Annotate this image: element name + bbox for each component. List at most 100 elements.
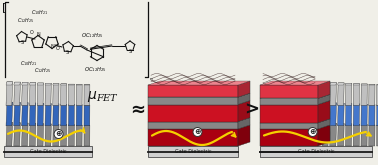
Polygon shape (37, 103, 43, 105)
Polygon shape (338, 103, 344, 126)
Polygon shape (318, 119, 330, 129)
Bar (148, 146, 238, 157)
Polygon shape (322, 102, 329, 105)
Polygon shape (6, 102, 13, 126)
Text: N: N (50, 44, 54, 49)
Polygon shape (148, 118, 250, 122)
Text: >: > (245, 101, 260, 119)
Text: N: N (36, 33, 40, 37)
Polygon shape (322, 123, 329, 126)
Polygon shape (53, 124, 59, 126)
Text: $C_{12}H_{25}$: $C_{12}H_{25}$ (17, 16, 35, 25)
Polygon shape (22, 103, 28, 126)
Polygon shape (60, 125, 67, 146)
Text: Gate Dielectric: Gate Dielectric (30, 149, 66, 154)
Polygon shape (330, 103, 336, 105)
Polygon shape (6, 122, 13, 126)
Polygon shape (361, 125, 367, 126)
Polygon shape (318, 100, 330, 123)
Circle shape (308, 128, 317, 136)
Polygon shape (369, 105, 375, 126)
Polygon shape (148, 93, 250, 97)
Text: ⊕: ⊕ (194, 127, 201, 136)
Text: $C_{10}H_{21}$: $C_{10}H_{21}$ (31, 8, 49, 17)
Text: O: O (30, 31, 34, 35)
Polygon shape (68, 104, 74, 105)
Polygon shape (330, 123, 336, 126)
Text: S: S (66, 50, 69, 55)
Polygon shape (353, 104, 359, 126)
Polygon shape (330, 123, 336, 146)
Text: $\mu_\mathregular{FET}$: $\mu_\mathregular{FET}$ (87, 89, 119, 104)
Polygon shape (318, 125, 330, 146)
Polygon shape (361, 104, 367, 105)
Polygon shape (322, 82, 329, 105)
Polygon shape (6, 82, 13, 85)
Polygon shape (68, 84, 74, 85)
Polygon shape (361, 84, 367, 105)
Polygon shape (29, 103, 36, 126)
Polygon shape (60, 104, 67, 126)
Polygon shape (330, 82, 336, 85)
Polygon shape (45, 124, 51, 126)
Polygon shape (338, 83, 344, 105)
Polygon shape (14, 102, 20, 126)
Polygon shape (318, 94, 330, 104)
Polygon shape (148, 125, 250, 129)
Polygon shape (45, 83, 51, 105)
Polygon shape (68, 125, 74, 126)
Text: S: S (129, 49, 132, 54)
Polygon shape (60, 104, 67, 105)
Polygon shape (37, 83, 43, 105)
Text: Gate Dielectric: Gate Dielectric (175, 149, 211, 154)
Text: [: [ (2, 2, 6, 12)
Polygon shape (353, 84, 359, 105)
Polygon shape (53, 104, 59, 126)
Text: Gate Dielectric: Gate Dielectric (298, 149, 334, 154)
Polygon shape (84, 85, 90, 105)
Polygon shape (322, 82, 329, 85)
Polygon shape (361, 104, 367, 126)
Polygon shape (29, 83, 36, 105)
Polygon shape (318, 81, 330, 98)
Polygon shape (29, 83, 36, 85)
Polygon shape (353, 104, 359, 105)
Polygon shape (376, 105, 378, 126)
Polygon shape (376, 125, 378, 146)
Polygon shape (260, 125, 330, 129)
Polygon shape (148, 100, 250, 104)
Polygon shape (345, 104, 352, 126)
Polygon shape (37, 83, 43, 85)
Polygon shape (376, 125, 378, 126)
Polygon shape (6, 102, 13, 105)
Text: $OC_{12}H_{25}$: $OC_{12}H_{25}$ (84, 66, 107, 74)
Polygon shape (260, 94, 330, 98)
Polygon shape (238, 100, 250, 122)
Polygon shape (14, 82, 20, 85)
Polygon shape (22, 82, 28, 85)
Bar (148, 85, 238, 97)
Polygon shape (68, 84, 74, 105)
Bar (260, 104, 318, 123)
Bar (260, 146, 372, 157)
Polygon shape (45, 104, 51, 126)
Polygon shape (238, 93, 250, 104)
Polygon shape (369, 84, 375, 105)
Circle shape (54, 130, 63, 138)
Polygon shape (60, 84, 67, 105)
Polygon shape (361, 125, 367, 146)
Text: S: S (21, 40, 24, 45)
Bar (260, 123, 318, 129)
Polygon shape (60, 84, 67, 85)
Polygon shape (376, 85, 378, 105)
Polygon shape (45, 124, 51, 146)
Text: ⊕: ⊕ (310, 127, 316, 136)
Polygon shape (361, 84, 367, 85)
Polygon shape (338, 83, 344, 85)
Text: $C_{12}H_{25}$: $C_{12}H_{25}$ (34, 66, 52, 75)
Polygon shape (6, 82, 13, 105)
Polygon shape (53, 83, 59, 105)
Polygon shape (260, 100, 330, 104)
Polygon shape (53, 124, 59, 146)
Polygon shape (322, 123, 329, 146)
